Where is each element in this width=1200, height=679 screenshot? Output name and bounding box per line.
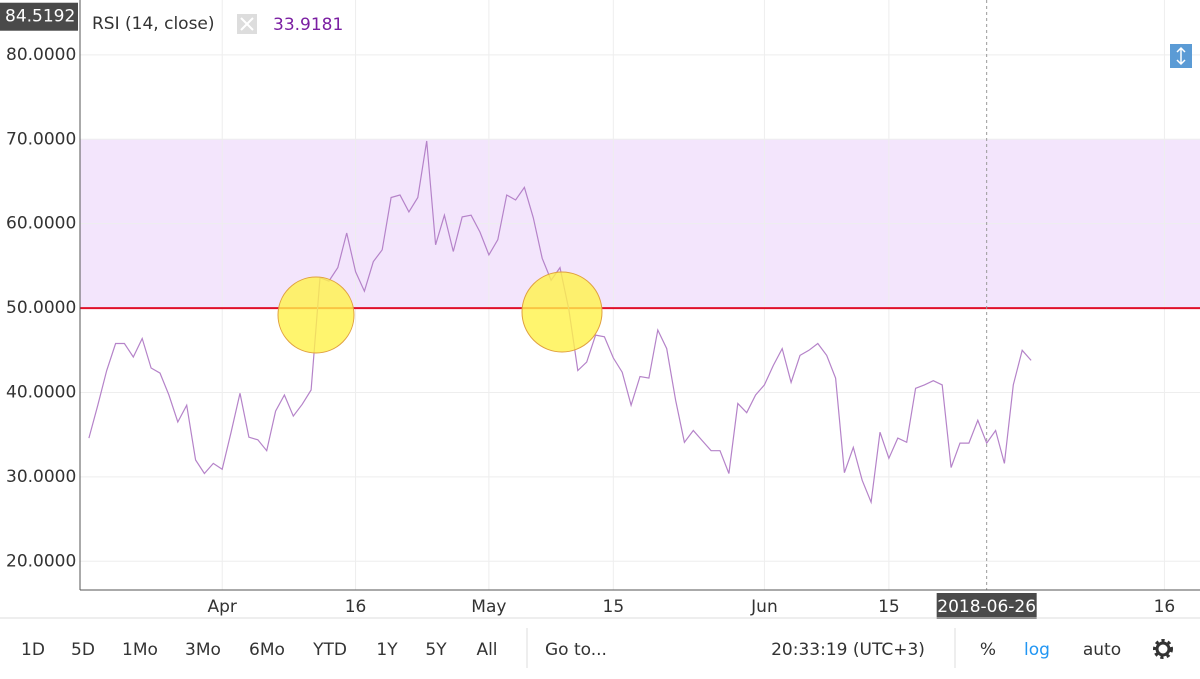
goto-button[interactable]: Go to... [545,640,607,660]
scale-option[interactable]: auto [1083,640,1121,660]
range-button[interactable]: 1D [21,640,45,660]
toolbar: 1D 5D 1Mo 3Mo 6Mo YTD 1Y 5Y All Go to... 20:33:19 … [21,640,1121,660]
range-button[interactable]: 3Mo [185,640,221,660]
range-button[interactable]: 1Y [376,640,398,660]
legend-value: 33.9181 [273,15,343,35]
x-tick-label: May [471,597,506,617]
crosshair-y-label: 84.5192 [5,7,75,27]
y-tick-label: 50.0000 [6,298,76,318]
x-tick-label: Jun [750,597,778,617]
gear-teeth [1153,639,1173,659]
scale-option[interactable]: % [980,640,996,660]
range-button[interactable]: All [476,640,497,660]
settings-icon[interactable] [1153,639,1173,659]
clock: 20:33:19 (UTC+3) [771,640,925,660]
range-button[interactable]: 6Mo [249,640,285,660]
y-tick-label: 60.0000 [6,214,76,234]
highlight-circle [277,276,355,354]
crosshair-x-box [936,593,1037,619]
y-tick-label: 80.0000 [6,45,76,65]
crosshair-x-label: 2018-06-26 [937,597,1036,617]
scale-option[interactable]: log [1024,640,1050,660]
gear-ring [1155,641,1171,657]
y-tick-label: 30.0000 [6,467,76,487]
background-layer [80,0,1200,590]
x-tick-label: 16 [345,597,367,617]
x-tick-label: Apr [208,597,237,617]
x-tick-label: 16 [1154,597,1176,617]
overlay-layer: 20.0000 30.0000 40.0000 50.0000 60.0000 70.00… [0,0,1175,619]
range-button[interactable]: 5D [71,640,95,660]
y-tick-label: 40.0000 [6,382,76,402]
range-button[interactable]: 5Y [425,640,447,660]
close-icon [240,17,254,31]
range-button[interactable]: YTD [312,640,347,660]
x-tick-label: 15 [878,597,900,617]
x-tick-label: 15 [603,597,625,617]
crosshair-y-box [0,2,78,31]
y-tick-label: 20.0000 [6,551,76,571]
y-tick-label: 70.0000 [6,129,76,149]
rsi-line [88,140,1032,505]
indicator-name: RSI (14, close) [92,14,215,34]
range-button[interactable]: 1Mo [122,640,158,660]
plot-layer [80,140,1200,505]
highlight-circle [521,271,603,353]
scale-icon [1176,46,1186,66]
